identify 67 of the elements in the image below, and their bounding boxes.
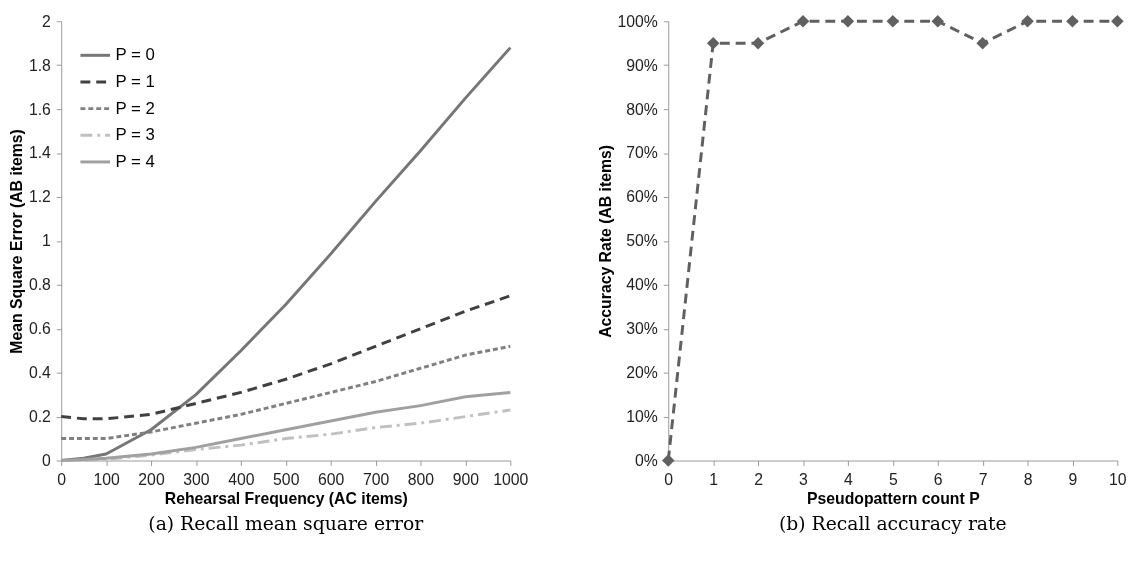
legend-label: P = 3: [115, 125, 155, 145]
y-tick-label: 0%: [635, 451, 658, 469]
legend-label: P = 4: [115, 151, 155, 171]
x-tick-label: 900: [452, 470, 480, 488]
y-tick-label: 30%: [626, 320, 658, 338]
y-tick-label: 0: [42, 451, 52, 469]
point: [931, 15, 944, 28]
y-tick-label: 1.4: [28, 144, 52, 162]
legend-label: P = 1: [115, 71, 155, 91]
x-tick-label: 100: [93, 470, 120, 488]
x-tick-label: 200: [138, 470, 165, 488]
x-axis-title: Rehearsal Frequency (AC items): [164, 490, 408, 508]
point: [706, 36, 720, 50]
x-tick-label: 9: [1068, 470, 1078, 488]
y-tick-label: 20%: [626, 364, 658, 382]
point: [1021, 15, 1034, 28]
point: [886, 15, 900, 28]
y-tick-label: 90%: [626, 56, 658, 74]
point: [662, 454, 675, 467]
y-tick-label: 1.6: [28, 100, 52, 118]
x-tick-label: 1000: [493, 470, 529, 488]
text: (b) Recall accuracy rate: [778, 512, 1007, 534]
x-tick-label: 600: [317, 470, 345, 488]
x-tick-label: 3: [799, 470, 809, 488]
point: [1111, 15, 1124, 28]
y-tick-label: 50%: [626, 232, 658, 250]
legend-label: P = 0: [115, 45, 155, 65]
y-tick-label: 0.8: [28, 276, 52, 294]
y-tick-label: 2: [42, 12, 51, 30]
y-tick-label: 40%: [626, 276, 658, 294]
x-tick-label: 4: [844, 470, 853, 488]
x-tick-label: 10: [1109, 470, 1127, 488]
x-tick-label: 5: [888, 470, 898, 488]
y-tick-label: 10%: [626, 408, 658, 426]
y-axis-title: Mean Square Error (AB items): [7, 129, 25, 354]
y-tick-label: 80%: [626, 100, 658, 118]
point: [796, 15, 810, 28]
x-tick-label: 0: [664, 470, 674, 488]
y-tick-label: 0.6: [28, 320, 52, 338]
y-axis-title: Accuracy Rate (AB items): [596, 144, 614, 338]
x-tick-label: 8: [1023, 470, 1033, 488]
y-tick-label: 1.2: [28, 188, 51, 206]
x-tick-label: 0: [57, 470, 67, 488]
y-tick-label: 70%: [626, 144, 658, 162]
point: [976, 36, 989, 50]
x-tick-label: 1: [709, 470, 719, 488]
x-tick-label: 400: [228, 470, 255, 488]
x-tick-label: 2: [754, 470, 763, 488]
y-tick-label: 100%: [617, 12, 658, 30]
y-tick-label: 0.2: [28, 408, 51, 426]
point: [751, 36, 765, 50]
y-tick-label: 60%: [626, 188, 658, 206]
legend-label: P = 2: [115, 98, 155, 118]
y-tick-label: 1: [42, 232, 51, 250]
y-tick-label: 0.4: [28, 364, 52, 382]
y-tick-label: 1.8: [28, 56, 52, 74]
x-tick-label: 500: [273, 470, 300, 488]
point: [1066, 15, 1079, 28]
x-tick-label: 300: [183, 470, 210, 488]
x-tick-label: 6: [933, 470, 943, 488]
text: (a) Recall mean square error: [148, 512, 424, 534]
x-tick-label: 800: [407, 470, 435, 488]
x-tick-label: 7: [978, 470, 988, 488]
x-axis-title: Pseudopattern count P: [806, 490, 980, 508]
point: [841, 15, 855, 28]
line-series: [59, 294, 512, 421]
x-tick-label: 700: [362, 470, 390, 488]
